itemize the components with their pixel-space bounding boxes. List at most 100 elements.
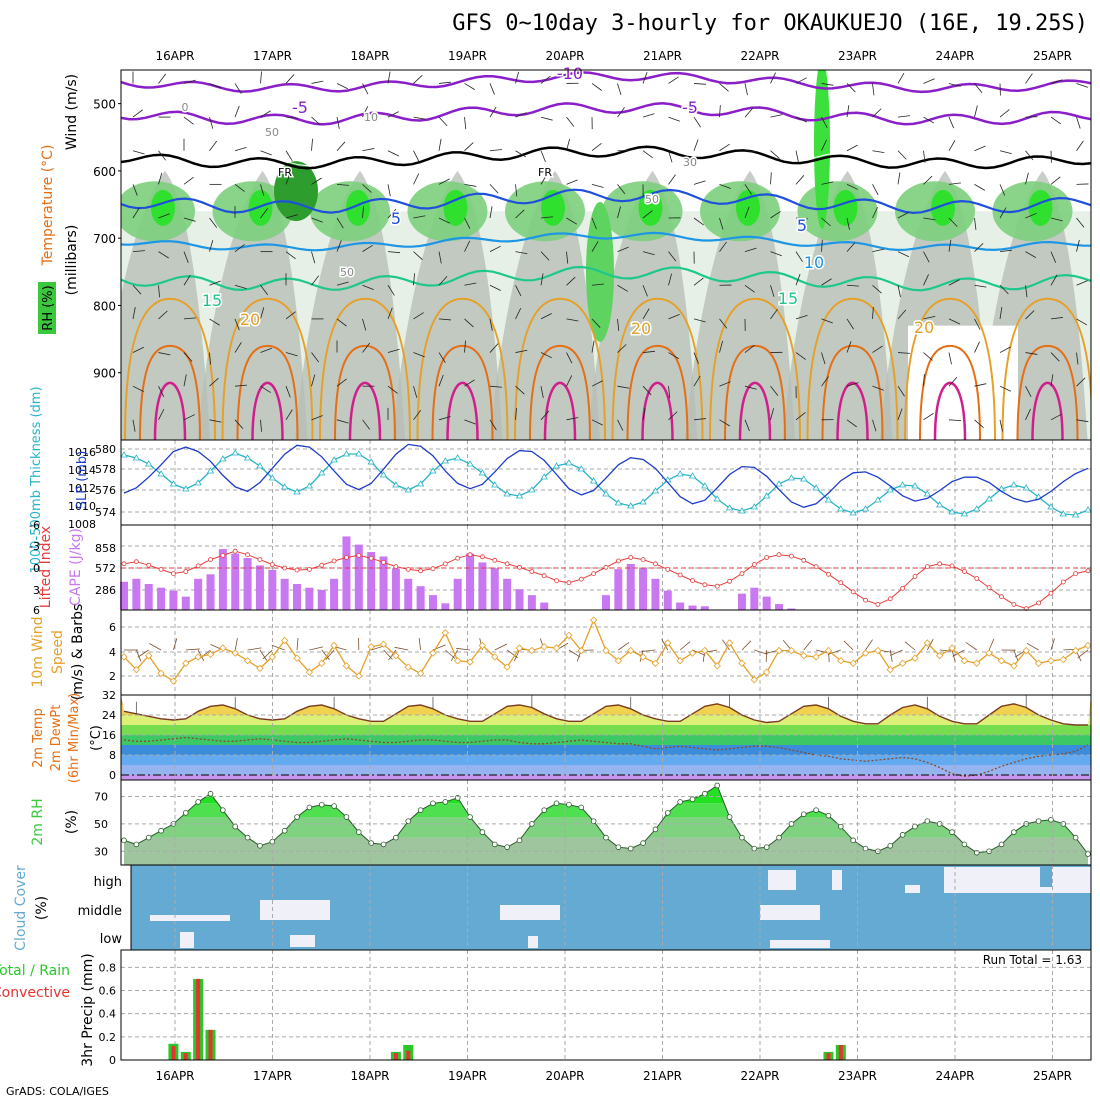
rh-point [393,835,398,840]
y-axis-label: 2m RH [30,798,46,845]
y-axis-label: (%) [34,896,50,920]
rh-point [122,838,127,843]
y-tick-label: 8 [109,749,116,762]
cape-bar [540,603,548,610]
rh-point [950,830,955,835]
rh-point [134,842,139,847]
lifted-point [1037,601,1041,605]
lifted-point [592,572,596,576]
x-tick-label: 16APR [155,49,194,63]
temp-band [121,775,1091,780]
rh-point [591,819,596,824]
legend-convective: Convective [0,985,70,1001]
precip-convective-bar [826,1053,830,1060]
rh-point [282,828,287,833]
cape-bar [491,568,499,610]
wind-barb [642,650,656,651]
thickness-point [788,475,794,480]
rh-point [715,783,720,788]
lifted-point [456,556,460,560]
cape-bar [441,603,449,610]
x-tick-label: 24APR [935,49,974,63]
rh-point [814,808,819,813]
wind-barb [309,647,323,650]
precip-convective-bar [171,1046,175,1060]
lifted-point [480,555,484,559]
cloud-cell [832,870,842,890]
run-total-label: Run Total = 1.63 [983,953,1082,967]
chart-title: GFS 0~10day 3-hourly for OKAUKUEJO (16E,… [452,11,1088,36]
cape-bar [775,604,783,610]
thickness-point [121,452,127,457]
contour-label: FR [538,166,552,179]
y-axis-label: Wind (m/s) [64,74,80,150]
lifted-point [369,556,373,560]
wind-barb [395,647,409,650]
lifted-point [666,567,670,571]
rh-point [369,841,374,846]
temp-band [121,755,1091,765]
wind-barb [419,638,420,650]
wind-speed-point [455,658,461,664]
cape-bar [664,591,672,610]
y-tick-label: 0 [109,769,116,782]
rh-point [1086,852,1091,857]
y-axis-label: 10m Wind [30,616,46,687]
lifted-point [814,565,818,569]
lifted-point [740,572,744,576]
cape-bar [701,606,709,610]
lifted-point [1086,569,1090,573]
lifted-point [641,558,645,562]
x-tick-label: 24APR [935,1069,974,1083]
x-tick-label: 18APR [350,49,389,63]
cape-bar [367,552,375,610]
lifted-point [295,568,299,572]
rh-bright-region [1029,190,1053,226]
wind-barb [742,641,751,650]
y-tick-label: 578 [95,463,116,476]
cloud-cell [768,870,796,890]
x-tick-label: 21APR [643,49,682,63]
lifted-point [975,577,979,581]
wind-speed-point [591,617,597,623]
cloud-cell [180,932,194,948]
lifted-point [394,565,398,569]
rh-bright-region [151,190,175,226]
y-axis-label: Speed [50,630,66,674]
lifted-point [888,597,892,601]
rh-bright-region [249,190,273,226]
y-axis-label: RH (%) [41,285,56,330]
cloud-cell [528,936,538,948]
lifted-point [851,590,855,594]
x-tick-label: 23APR [838,1069,877,1083]
lifted-point [987,586,991,590]
rh-point [999,842,1004,847]
wind-barb [235,638,237,650]
rh-point [801,812,806,817]
rh-fill-band [121,780,1091,803]
y-tick-label: 0.2 [99,1031,117,1044]
cape-bar [750,588,758,610]
cape-bar [689,606,697,610]
wind-barb [966,642,977,650]
lifted-point [962,570,966,574]
cape-bar [429,595,437,610]
lifted-point [826,572,830,576]
rh-point [616,845,621,850]
y-tick-label: 32 [102,689,116,702]
lifted-point [777,553,781,557]
y-tick-label: 50 [94,818,108,831]
lifted-point [122,562,126,566]
wind-barb [1078,650,1088,658]
rh-point [492,842,497,847]
rh-point [665,811,670,816]
y-tick-label: 0 [109,1054,116,1067]
rh-point [258,843,263,848]
rh-point [517,838,522,843]
lifted-point [233,549,237,553]
contour-label: 20 [240,310,260,329]
contour-label: 50 [340,266,354,279]
cape-bar [503,579,511,610]
